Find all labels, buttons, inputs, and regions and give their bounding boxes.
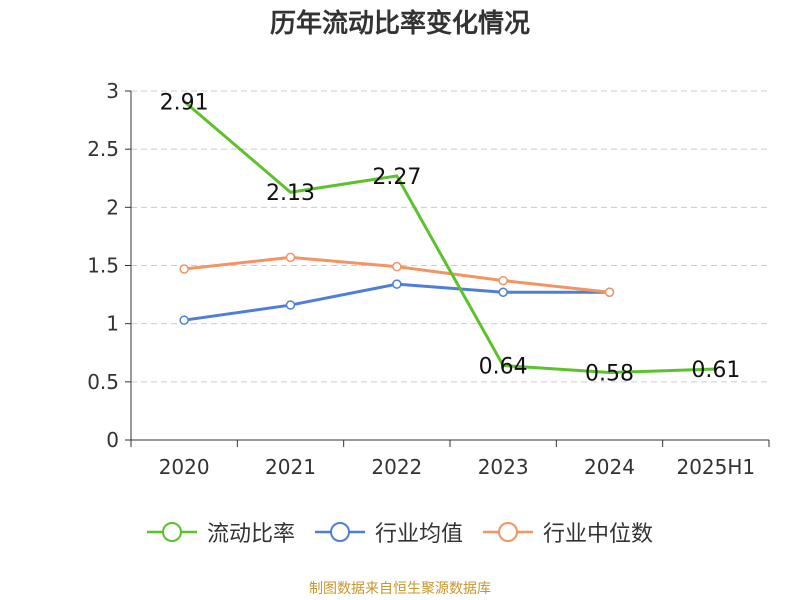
data-label: 0.61 [691,358,740,383]
series-line [183,282,610,322]
y-tick-label: 0.5 [87,370,119,394]
legend-label: 行业均值 [374,522,463,547]
legend-swatch [314,522,365,542]
series-line [183,100,716,375]
legend-label: 行业中位数 [543,522,654,547]
legend-swatch [483,522,533,542]
data-point [285,252,296,263]
source-note: 制图数据来自恒生聚源数据库 [309,581,491,597]
data-point [179,315,189,325]
data-point [392,261,402,272]
chart-title: 历年流动比率变化情况 [269,9,530,39]
data-label: 2.91 [160,90,209,115]
x-tick-label: 2020 [159,455,210,479]
data-label: 2.13 [266,181,315,206]
y-tick-label: 3 [106,79,119,103]
legend-swatch [146,522,197,542]
legend-item: 行业均值 [314,516,463,548]
data-point [285,300,296,310]
data-label: 0.58 [585,362,634,387]
y-tick-label: 1.5 [87,254,119,278]
data-point [604,287,615,298]
legend: 流动比率 行业均值 行业中位数 [0,516,800,548]
data-label: 0.64 [479,355,528,380]
legend-item: 流动比率 [146,516,295,548]
data-label: 2.27 [372,165,421,190]
y-tick-label: 1 [106,312,119,336]
y-tick-label: 2 [106,195,119,219]
data-point [392,279,402,289]
legend-item: 行业中位数 [483,516,653,548]
y-tick-label: 0 [106,428,119,452]
data-point [179,264,189,274]
x-tick-label: 2024 [584,455,635,479]
data-point [498,287,508,298]
x-tick-label: 2022 [371,455,422,479]
x-tick-label: 2021 [265,455,316,479]
x-tick-label: 2025H1 [676,455,755,479]
x-tick-label: 2023 [478,455,529,479]
data-point [498,275,508,286]
legend-label: 流动比率 [206,522,295,547]
y-tick-label: 2.5 [87,137,119,161]
